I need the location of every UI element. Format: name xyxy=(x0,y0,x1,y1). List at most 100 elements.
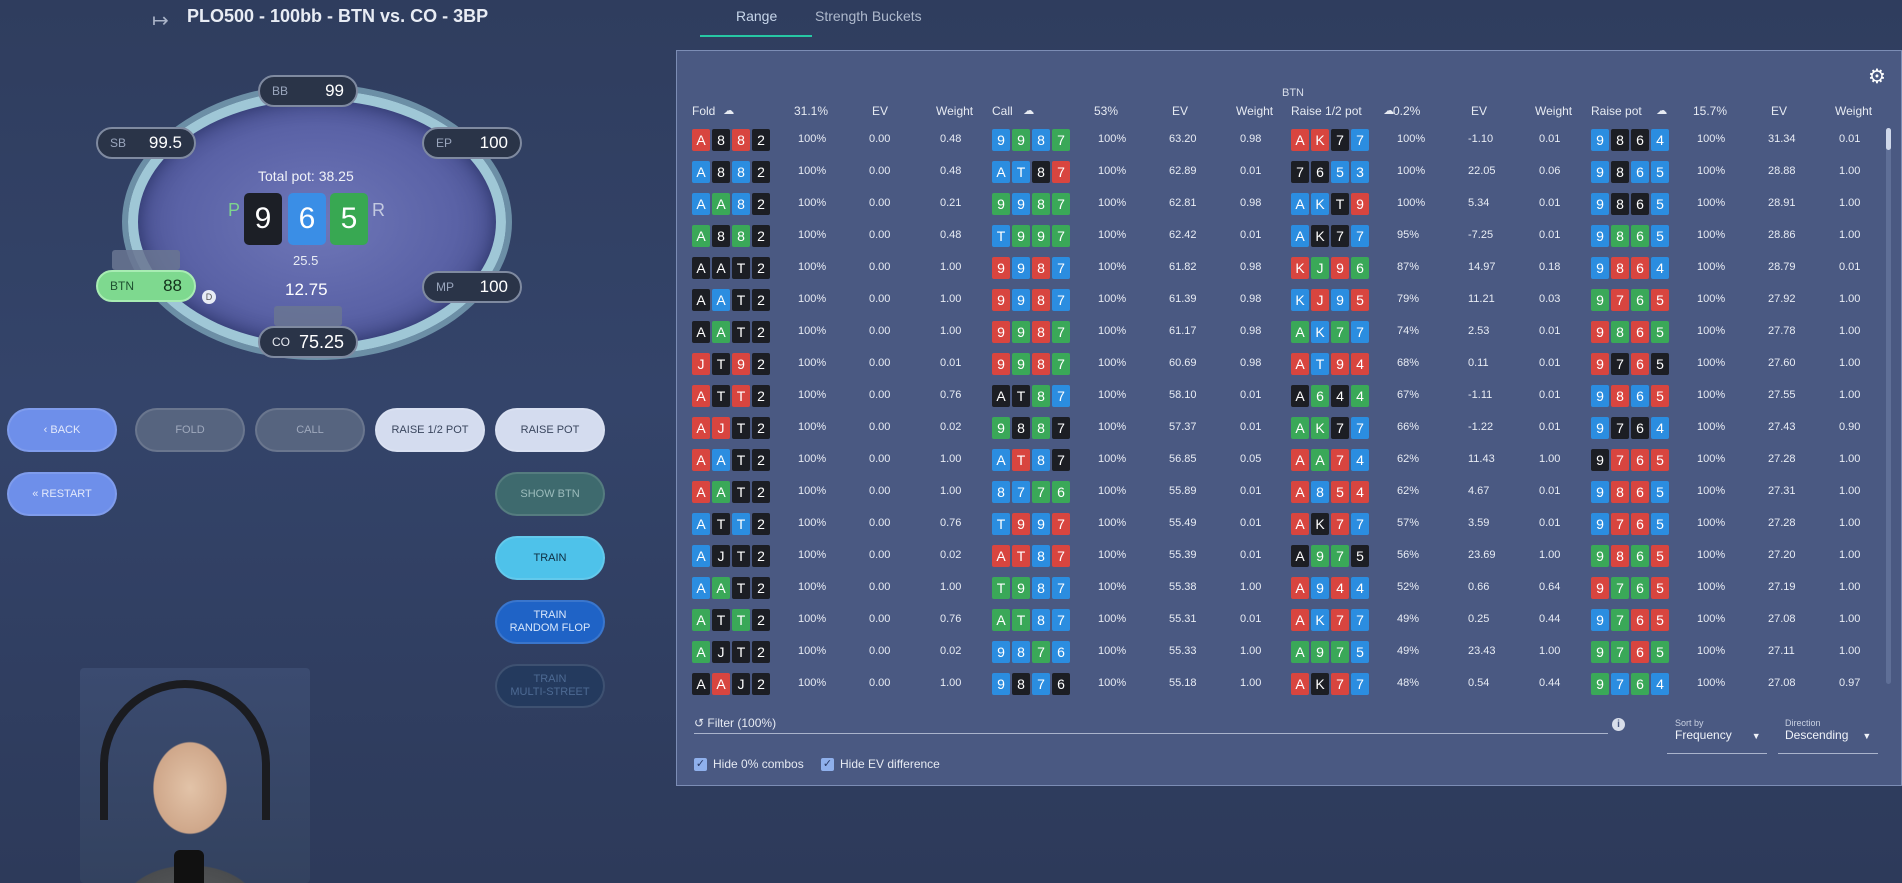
fold-button[interactable]: FOLD xyxy=(135,408,245,452)
raise-pot-button[interactable]: RAISE POT xyxy=(495,408,605,452)
direction-select[interactable]: Direction Descending ▼ xyxy=(1785,718,1871,742)
cloud-download-icon[interactable]: ☁ xyxy=(723,105,735,117)
row-weight: 0.02 xyxy=(940,421,962,433)
cloud-download-icon[interactable]: ☁ xyxy=(1383,105,1395,117)
cloud-download-icon[interactable]: ☁ xyxy=(1023,105,1035,117)
info-icon[interactable]: i xyxy=(1612,718,1625,731)
gear-icon[interactable]: ⚙ xyxy=(1868,66,1886,88)
cloud-download-icon[interactable]: ☁ xyxy=(1656,105,1668,117)
sort-by-select[interactable]: Sort by Frequency ▼ xyxy=(1675,718,1761,742)
call-button[interactable]: CALL xyxy=(255,408,365,452)
tab-strength-buckets[interactable]: Strength Buckets xyxy=(815,8,922,24)
playing-card: 2 xyxy=(752,417,770,439)
hide-ev-difference-checkbox[interactable]: ✓ Hide EV difference xyxy=(821,757,940,771)
back-button[interactable]: ‹ BACK xyxy=(7,408,117,452)
restart-button[interactable]: « RESTART xyxy=(7,472,117,516)
filter-field[interactable]: ↺ Filter (100%) xyxy=(694,716,776,730)
scrollbar[interactable] xyxy=(1886,128,1891,684)
train-button[interactable]: TRAIN xyxy=(495,536,605,580)
enter-icon[interactable]: ↦ xyxy=(152,10,169,32)
train-multi-street-button[interactable]: TRAIN MULTI-STREET xyxy=(495,664,605,708)
scrollbar-thumb[interactable] xyxy=(1886,128,1891,150)
raise-half-pot-button[interactable]: RAISE 1/2 POT xyxy=(375,408,485,452)
show-btn-button[interactable]: SHOW BTN xyxy=(495,472,605,516)
hide-zero-combos-checkbox[interactable]: ✓ Hide 0% combos xyxy=(694,757,804,771)
tab-range[interactable]: Range xyxy=(736,8,778,24)
train-random-flop-button[interactable]: TRAIN RANDOM FLOP xyxy=(495,600,605,644)
